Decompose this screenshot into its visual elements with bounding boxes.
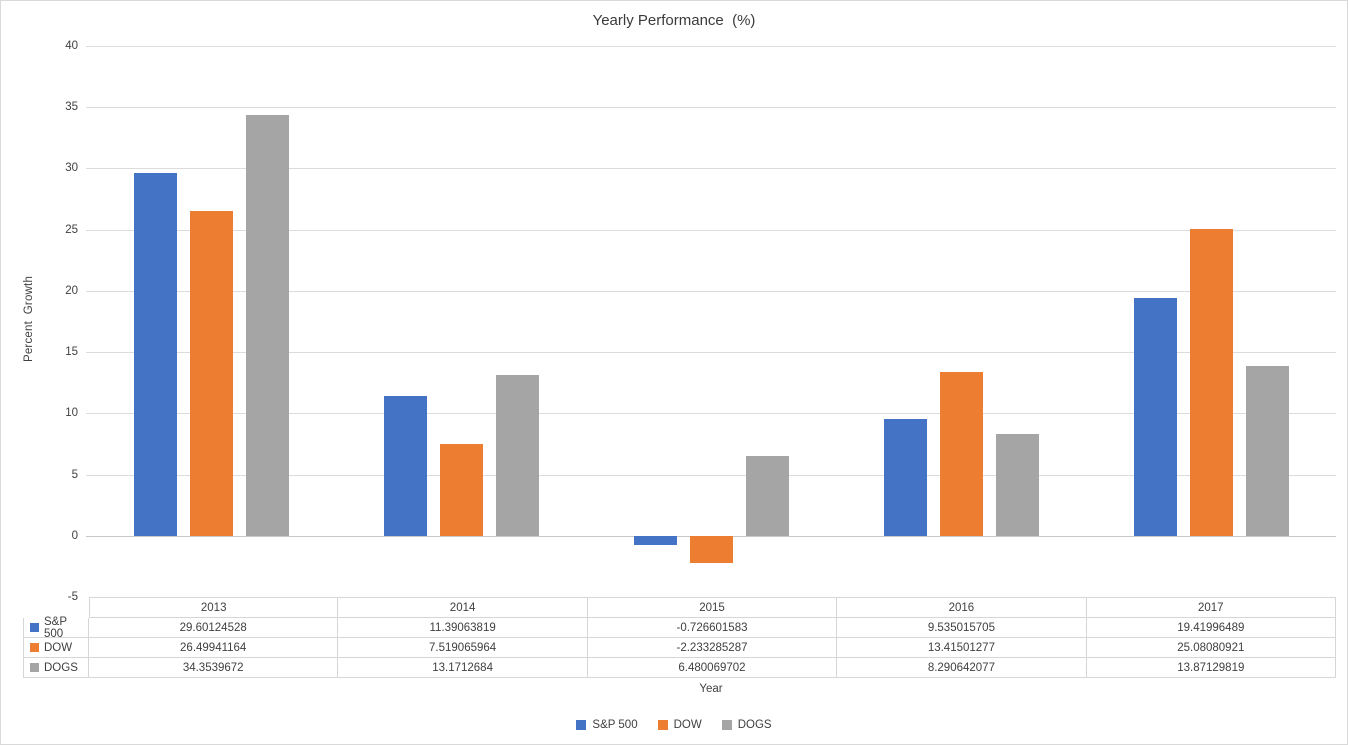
y-tick-label-25: 25 (65, 223, 78, 236)
table-cell-dogs-2016: 8.290642077 (837, 658, 1087, 678)
y-tick-label--5: -5 (67, 591, 78, 603)
gridline-25 (86, 229, 1336, 231)
bar-dogs-2014 (495, 374, 539, 536)
gridline-20 (86, 290, 1336, 292)
legend-item-dogs: DOGS (721, 719, 772, 731)
table-cell-s-p-500-2016: 9.535015705 (837, 618, 1087, 638)
table-row-label-s-p-500: S&P 500 (23, 615, 89, 640)
y-tick-label-5: 5 (71, 468, 78, 481)
gridline-30 (86, 168, 1336, 170)
table-cell-dogs-2014: 13.1712684 (338, 658, 588, 678)
bar-dogs-2017 (1245, 365, 1289, 536)
table-header-2015: 2015 (587, 597, 838, 618)
legend-swatch-icon-dogs (721, 720, 732, 730)
bar-dogs-2016 (995, 434, 1039, 536)
table-row-label-text: S&P 500 (44, 615, 67, 640)
table-cell-dow-2014: 7.519065964 (338, 638, 588, 658)
bar-dow-2013 (189, 211, 233, 536)
bar-s-p-500-2017 (1133, 298, 1177, 536)
table-cell-dow-2015: -2.233285287 (587, 638, 838, 658)
legend-label: S&P 500 (592, 719, 638, 731)
legend-swatch-icon-s-p-500 (576, 720, 587, 730)
y-axis-tick-labels: 40 35 30 25 20 15 10 5 0 -5 (1, 1, 78, 744)
y-tick-label-0: 0 (71, 529, 78, 542)
plot-area (86, 46, 1336, 597)
table-cell-dogs-2015: 6.480069702 (587, 658, 838, 678)
bar-s-p-500-2014 (383, 396, 427, 536)
gridline-5 (86, 474, 1336, 476)
bar-dow-2014 (439, 443, 483, 536)
table-header-2017: 2017 (1086, 597, 1336, 618)
table-corner-cell (23, 597, 89, 617)
table-cell-dow-2016: 13.41501277 (837, 638, 1087, 658)
bar-dow-2015 (689, 535, 733, 564)
bar-dow-2017 (1189, 228, 1233, 536)
y-tick-label-15: 15 (65, 346, 78, 359)
legend-label: DOGS (737, 719, 772, 731)
gridline-40 (86, 46, 1336, 47)
y-tick-label-20: 20 (65, 284, 78, 297)
bar-dogs-2015 (745, 456, 789, 536)
gridline-15 (86, 352, 1336, 354)
series-key-icon-dow (30, 643, 39, 652)
bar-s-p-500-2016 (883, 419, 927, 536)
table-cell-s-p-500-2017: 19.41996489 (1086, 618, 1336, 638)
bar-dogs-2013 (245, 115, 289, 536)
table-cell-dogs-2013: 34.3539672 (89, 658, 339, 678)
table-header-2014: 2014 (338, 597, 588, 618)
y-tick-label-10: 10 (65, 407, 78, 420)
table-header-2016: 2016 (837, 597, 1087, 618)
bar-s-p-500-2015 (633, 535, 677, 545)
table-cell-dogs-2017: 13.87129819 (1086, 658, 1336, 678)
gridline-10 (86, 413, 1336, 415)
legend-swatch-icon-dow (657, 720, 668, 730)
legend: S&P 500 DOW DOGS (1, 719, 1347, 731)
bar-s-p-500-2013 (133, 173, 177, 536)
table-row-label-dogs: DOGS (23, 658, 89, 678)
gridline-35 (86, 107, 1336, 109)
table-header-2013: 2013 (89, 597, 339, 618)
table-cell-dow-2017: 25.08080921 (1086, 638, 1336, 658)
series-key-icon-dogs (30, 663, 39, 672)
table-row-label-dow: DOW (23, 638, 89, 658)
legend-label: DOW (673, 719, 702, 731)
legend-item-dow: DOW (657, 719, 702, 731)
y-tick-label-35: 35 (65, 101, 78, 114)
legend-item-s-p-500: S&P 500 (576, 719, 638, 731)
table-cell-s-p-500-2015: -0.726601583 (587, 618, 838, 638)
table-cell-s-p-500-2014: 11.39063819 (338, 618, 588, 638)
table-row-label-text: DOGS (44, 661, 78, 674)
data-table: 2013 2014 2015 2016 2017 S&P 500 29.60124528 11… (23, 597, 1336, 678)
x-axis-title: Year (699, 683, 723, 695)
table-cell-dow-2013: 26.49941164 (89, 638, 339, 658)
table-row-label-text: DOW (44, 641, 73, 654)
table-cell-s-p-500-2013: 29.60124528 (89, 618, 339, 638)
chart-title: Yearly Performance (%) (592, 12, 756, 29)
y-tick-label-30: 30 (65, 162, 78, 175)
bar-dow-2016 (939, 371, 983, 536)
series-key-icon-s-p-500 (30, 623, 39, 632)
y-tick-label-40: 40 (65, 40, 78, 52)
